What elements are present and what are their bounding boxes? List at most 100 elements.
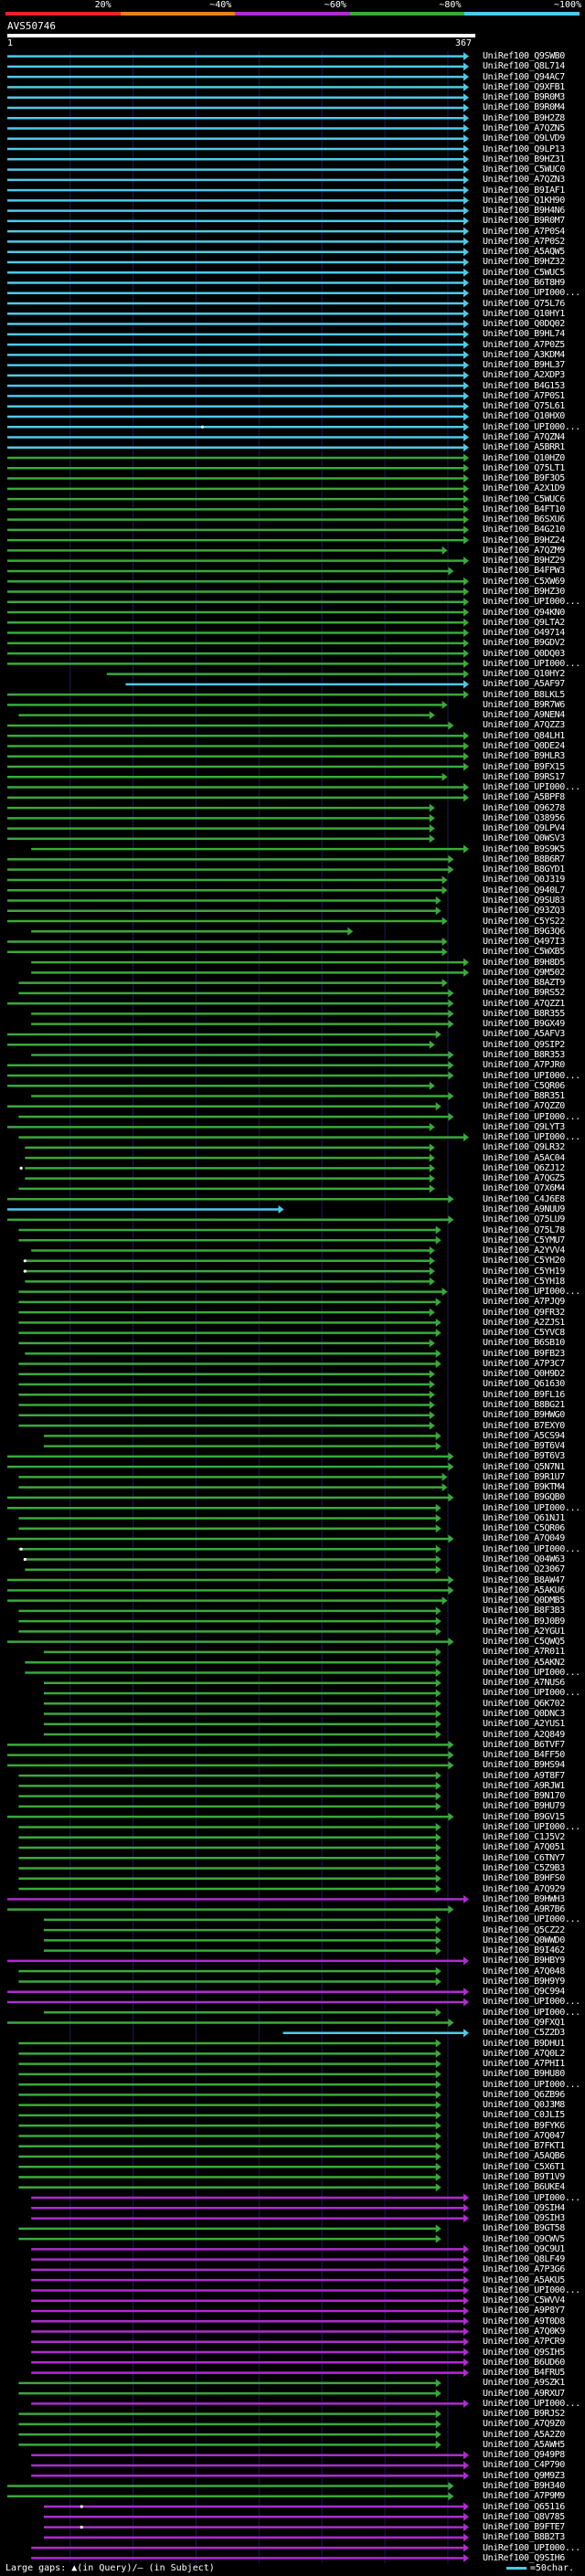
hit-label[interactable]: UniRef100_C5YH18 [483,1276,565,1287]
hit-label[interactable]: UniRef100_B9R7W6 [483,699,565,710]
hit-label[interactable]: UniRef100_C0JLI5 [483,2110,565,2121]
hit-label[interactable]: UniRef100_C5XW69 [483,576,565,587]
hit-label[interactable]: UniRef100_A5AQW5 [483,247,565,258]
hit-label[interactable]: UniRef100_Q9LPV4 [483,823,565,834]
hit-bar[interactable] [7,1194,454,1203]
hit-label[interactable]: UniRef100_Q75LU9 [483,1214,565,1225]
hit-bar[interactable] [7,217,469,226]
hit-label[interactable]: UniRef100_A7Q0K9 [483,2327,565,2337]
hit-label[interactable]: UniRef100_A7QZZ3 [483,720,565,731]
hit-bar[interactable] [18,1421,435,1430]
hit-bar[interactable] [7,917,448,926]
hit-bar[interactable] [7,134,469,143]
hit-label[interactable]: UniRef100_A2YVV4 [483,1246,565,1256]
hit-bar[interactable] [18,1977,441,1986]
hit-bar[interactable] [7,494,469,504]
hit-bar[interactable] [7,1452,454,1461]
hit-bar[interactable] [7,741,469,750]
hit-bar[interactable] [31,2471,469,2480]
hit-bar[interactable] [31,2265,469,2274]
hit-bar[interactable] [125,680,469,689]
hit-bar[interactable] [31,2244,469,2253]
hit-label[interactable]: UniRef100_B9S9K5 [483,843,565,854]
hit-bar[interactable] [7,1894,469,1903]
hit-bar[interactable] [18,711,435,720]
hit-bar[interactable] [18,2152,441,2161]
hit-label[interactable]: UniRef100_Q0DNC3 [483,1709,565,1720]
hit-label[interactable]: UniRef100_Q38956 [483,812,565,823]
hit-label[interactable]: UniRef100_Q0DQ03 [483,648,565,659]
hit-label[interactable]: UniRef100_Q0DQ02 [483,319,565,330]
hit-label[interactable]: UniRef100_A3KDM4 [483,349,565,360]
hit-bar[interactable] [25,1668,441,1677]
hit-bar[interactable] [7,2019,454,2028]
hit-bar[interactable] [7,196,469,205]
hit-label[interactable]: UniRef100_B9H2Z8 [483,112,565,123]
hit-bar[interactable] [7,432,469,441]
hit-label[interactable]: UniRef100_A7Q929 [483,1883,565,1894]
hit-label[interactable]: UniRef100_B8AW47 [483,1574,565,1585]
hit-label[interactable]: UniRef100_C4P790 [483,2460,565,2471]
hit-label[interactable]: UniRef100_A7R011 [483,1647,565,1658]
hit-label[interactable]: UniRef100_A5AQB6 [483,2151,565,2162]
hit-label[interactable]: UniRef100_Q75LT1 [483,462,565,473]
hit-bar[interactable] [7,587,469,596]
hit-bar[interactable] [7,1596,448,1606]
hit-label[interactable]: UniRef100_Q75L78 [483,1224,565,1235]
hit-label[interactable]: UniRef100_UPI000... [483,1070,580,1081]
hit-label[interactable]: UniRef100_Q0J3M8 [483,2100,565,2111]
hit-bar[interactable] [7,165,469,175]
hit-label[interactable]: UniRef100_Q9CWV5 [483,2233,565,2244]
hit-bar[interactable] [18,1318,441,1327]
hit-label[interactable]: UniRef100_A2YGU1 [483,1626,565,1637]
hit-label[interactable]: UniRef100_A7PCR9 [483,2337,565,2348]
hit-label[interactable]: UniRef100_A7QZZ0 [483,1101,565,1112]
hit-bar[interactable] [43,1679,441,1688]
hit-label[interactable]: UniRef100_UPI000... [483,288,580,299]
hit-bar[interactable] [7,93,469,102]
hit-bar[interactable] [7,340,469,349]
hit-label[interactable]: UniRef100_B4FRU5 [483,2368,565,2379]
hit-bar[interactable] [31,2337,469,2347]
hit-bar[interactable] [31,2553,469,2562]
hit-bar[interactable] [31,2451,469,2460]
hit-bar[interactable] [18,2070,441,2079]
hit-bar[interactable] [18,1833,441,1842]
hit-label[interactable]: UniRef100_A9SZK1 [483,2378,565,2389]
hit-bar[interactable] [43,2008,441,2017]
hit-label[interactable]: UniRef100_B9RS17 [483,771,565,782]
hit-label[interactable]: UniRef100_Q8LF49 [483,2254,565,2265]
hit-label[interactable]: UniRef100_B9H340 [483,2481,565,2491]
hit-label[interactable]: UniRef100_B9H9Y9 [483,1976,565,1987]
hit-label[interactable]: UniRef100_A7P3C7 [483,1358,565,1369]
hit-label[interactable]: UniRef100_Q9LTA2 [483,617,565,628]
hit-label[interactable]: UniRef100_Q9SIH6 [483,2552,565,2563]
hit-label[interactable]: UniRef100_A7QZN5 [483,122,565,133]
hit-bar[interactable] [7,515,469,525]
hit-bar[interactable] [43,1710,441,1719]
hit-bar[interactable] [7,546,448,555]
hit-label[interactable]: UniRef100_UPI000... [483,2192,580,2203]
hit-bar[interactable] [7,1905,454,1914]
hit-bar[interactable] [7,484,469,493]
hit-bar[interactable] [7,1102,441,1111]
hit-label[interactable]: UniRef100_A7P0S2 [483,236,565,247]
hit-label[interactable]: UniRef100_B8R351 [483,1091,565,1102]
hit-bar[interactable] [7,453,469,462]
hit-label[interactable]: UniRef100_A5AFV3 [483,1029,565,1040]
hit-bar[interactable] [18,2060,441,2069]
hit-bar[interactable] [7,1575,454,1585]
hit-bar[interactable] [7,123,469,133]
hit-label[interactable]: UniRef100_Q9M9Z3 [483,2470,565,2481]
hit-label[interactable]: UniRef100_UPI000... [483,1111,580,1122]
hit-bar[interactable] [18,1874,441,1883]
hit-bar[interactable] [7,1071,454,1080]
hit-bar[interactable] [7,731,469,740]
hit-bar[interactable] [7,402,469,411]
hit-label[interactable]: UniRef100_A7Q9Z0 [483,2419,565,2430]
hit-bar[interactable] [18,1864,441,1873]
hit-label[interactable]: UniRef100_B9HZ29 [483,556,565,567]
hit-label[interactable]: UniRef100_Q940L7 [483,885,565,896]
hit-label[interactable]: UniRef100_Q6ZJ12 [483,1162,565,1173]
hit-label[interactable]: UniRef100_Q0DMB5 [483,1595,565,1606]
